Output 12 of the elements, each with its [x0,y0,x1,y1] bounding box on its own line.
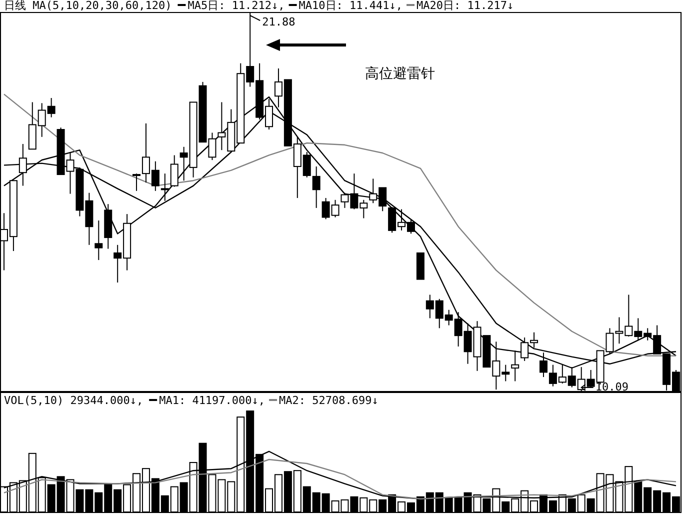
annotation: 10.09 [595,380,628,394]
legend-item: MA20日: 11.217↓ [406,0,514,12]
annotation: 21.88 [250,15,296,28]
legend-item: MA2: 52708.699↓ [269,394,378,407]
legend-item: MA10日: 11.441↓, [288,0,403,12]
legend-item: MA5日: 11.212↓, [178,0,285,12]
annotation: 10.09 [580,380,628,394]
title: 日线 MA(5,10,20,30,60,120) [4,0,172,12]
title: VOL(5,10) 29344.000↓, [4,394,144,407]
annotation: 高位避雷针 [365,66,435,82]
annotation: 21.88 [262,16,296,28]
legend-item: MA1: 41197.000↓, [149,394,266,407]
